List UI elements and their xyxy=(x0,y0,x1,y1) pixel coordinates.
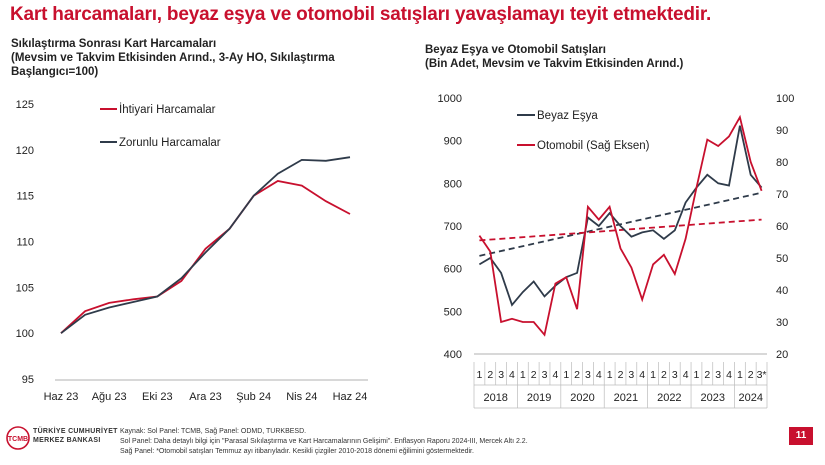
right-x-quarter-label: 1 xyxy=(737,369,743,381)
right-y-right-tick-label: 30 xyxy=(776,317,788,329)
left-chart-title: Sıkılaştırma Sonrası Kart Harcamaları (M… xyxy=(11,37,401,79)
left-series-line-2 xyxy=(60,156,351,334)
tcmb-logo: TCMB xyxy=(6,426,30,450)
right-x-year-label: 2020 xyxy=(570,392,594,404)
right-x-year-label: 2021 xyxy=(614,392,638,404)
right-x-quarter-label: 2 xyxy=(531,369,537,381)
logo-mark: TCMB xyxy=(8,436,28,443)
right-x-quarter-label: 2 xyxy=(574,369,580,381)
right-x-quarter-label: 4 xyxy=(639,369,645,381)
right-x-quarter-label: 4 xyxy=(683,369,689,381)
right-x-quarter-label: 1 xyxy=(694,369,700,381)
left-x-tick-label: Haz 24 xyxy=(333,391,368,403)
right-x-year-label: 2023 xyxy=(700,392,724,404)
right-chart-title-line: Beyaz Eşya ve Otomobil Satışları xyxy=(425,44,606,56)
footer-note-right: Sağ Panel: *Otomobil satışları Temmuz ay… xyxy=(120,448,474,455)
right-y-left-tick-label: 800 xyxy=(444,178,462,190)
right-x-quarter-label: 2 xyxy=(661,369,667,381)
right-x-quarter-label: 3 xyxy=(715,369,721,381)
right-y-right-tick-label: 90 xyxy=(776,125,788,137)
left-y-tick-label: 125 xyxy=(16,99,34,111)
right-x-quarter-label: 1 xyxy=(650,369,656,381)
right-x-quarter-label: 2 xyxy=(487,369,493,381)
right-chart-title: Beyaz Eşya ve Otomobil Satışları (Bin Ad… xyxy=(425,43,805,71)
right-y-left-tick-label: 600 xyxy=(444,264,462,276)
left-x-tick-label: Şub 24 xyxy=(236,391,271,403)
left-y-tick-label: 110 xyxy=(16,237,34,249)
right-y-left-tick-label: 700 xyxy=(444,221,462,233)
right-x-year-label: 2019 xyxy=(527,392,551,404)
right-y-left-tick-label: 400 xyxy=(444,349,462,361)
right-y-right-tick-label: 70 xyxy=(776,189,788,201)
right-x-quarter-label: 2 xyxy=(704,369,710,381)
right-y-left-tick-label: 500 xyxy=(444,306,462,318)
left-y-tick-label: 95 xyxy=(22,374,34,386)
left-x-tick-label: Ara 23 xyxy=(189,391,221,403)
right-y-right-tick-label: 100 xyxy=(776,93,794,105)
right-y-right-tick-label: 50 xyxy=(776,253,788,265)
footer-note-left: Sol Panel: Daha detaylı bilgi için "Para… xyxy=(120,438,528,445)
right-y-right-tick-label: 20 xyxy=(776,349,788,361)
logo-ring xyxy=(6,426,30,450)
right-x-quarter-label: 4 xyxy=(509,369,515,381)
left-y-tick-label: 105 xyxy=(16,282,34,294)
right-x-year-label: 2022 xyxy=(657,392,681,404)
left-y-tick-label: 115 xyxy=(16,191,34,203)
right-legend-label: Otomobil (Sağ Eksen) xyxy=(537,140,650,152)
left-series-line-1 xyxy=(60,180,351,334)
left-x-tick-label: Nis 24 xyxy=(286,391,317,403)
left-y-tick-label: 100 xyxy=(16,328,34,340)
right-y-right-tick-label: 60 xyxy=(776,221,788,233)
right-y-left-tick-label: 1000 xyxy=(438,93,462,105)
right-series-line-1 xyxy=(478,125,763,307)
right-x-quarter-label: 3 xyxy=(672,369,678,381)
left-x-tick-label: Ağu 23 xyxy=(92,391,127,403)
right-x-quarter-label: 3 xyxy=(542,369,548,381)
right-x-quarter-label: 1 xyxy=(607,369,613,381)
right-trend-line xyxy=(479,191,762,257)
right-x-year-label: 2018 xyxy=(483,392,507,404)
logo-text-line2: MERKEZ BANKASI xyxy=(33,437,101,444)
right-x-quarter-label: 3 xyxy=(628,369,634,381)
left-legend-label: İhtiyari Harcamalar xyxy=(119,103,216,116)
right-x-quarter-label: 3 xyxy=(498,369,504,381)
right-x-quarter-label: 1 xyxy=(563,369,569,381)
right-x-quarter-label: 4 xyxy=(726,369,732,381)
left-chart-title-line: Sıkılaştırma Sonrası Kart Harcamaları xyxy=(11,38,217,50)
right-x-quarter-label: 4 xyxy=(596,369,602,381)
right-x-quarter-label: 2 xyxy=(748,369,754,381)
page-number: 11 xyxy=(789,427,813,445)
right-x-quarter-label: 1 xyxy=(520,369,526,381)
right-series-line-2 xyxy=(478,114,763,337)
right-y-right-tick-label: 80 xyxy=(776,157,788,169)
left-x-tick-label: Eki 23 xyxy=(142,391,173,403)
left-chart-title-line: Başlangıcı=100) xyxy=(11,66,99,78)
right-x-quarter-label: 3 xyxy=(585,369,591,381)
footer-source: Kaynak: Sol Panel: TCMB, Sağ Panel: ODMD… xyxy=(120,428,307,435)
right-x-quarter-label: 1 xyxy=(477,369,483,381)
right-x-quarter-label: 2 xyxy=(618,369,624,381)
right-y-left-tick-label: 900 xyxy=(444,136,462,148)
left-chart-title-line: (Mevsim ve Takvim Etkisinden Arınd., 3-A… xyxy=(11,52,335,64)
right-x-year-label: 2024 xyxy=(738,392,762,404)
right-x-quarter-label: 4 xyxy=(552,369,558,381)
left-legend-label: Zorunlu Harcamalar xyxy=(119,137,221,149)
slide-title: Kart harcamaları, beyaz eşya ve otomobil… xyxy=(10,4,712,25)
right-trend-line xyxy=(479,218,762,242)
right-x-quarter-label: 3* xyxy=(757,369,767,381)
left-y-tick-label: 120 xyxy=(16,145,34,157)
right-chart-title-line: (Bin Adet, Mevsim ve Takvim Etkisinden A… xyxy=(425,58,684,70)
right-y-right-tick-label: 40 xyxy=(776,285,788,297)
left-x-tick-label: Haz 23 xyxy=(44,391,79,403)
right-legend-label: Beyaz Eşya xyxy=(537,110,598,122)
logo-text-line1: TÜRKİYE CUMHURİYET xyxy=(33,428,118,435)
